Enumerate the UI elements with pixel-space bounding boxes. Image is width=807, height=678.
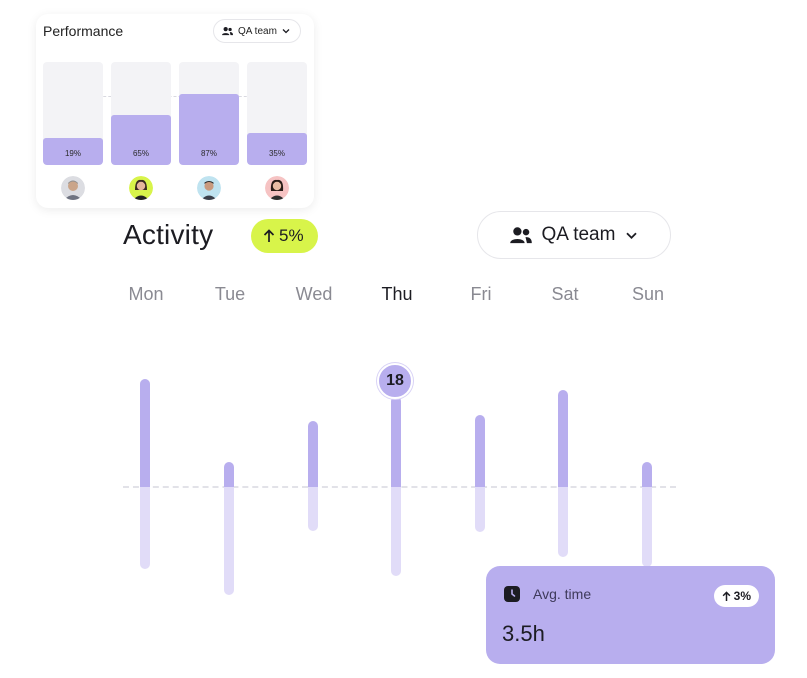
chevron-down-icon <box>626 232 638 239</box>
performance-bar-fill: 35% <box>247 133 307 165</box>
activity-bar-top[interactable] <box>558 390 568 487</box>
performance-bar-fill: 19% <box>43 138 103 165</box>
activity-bar-top[interactable] <box>224 462 234 487</box>
activity-bar-bottom[interactable] <box>642 487 652 567</box>
team-selector-large[interactable]: QA team <box>477 211 671 259</box>
performance-bar-fill: 65% <box>111 115 171 165</box>
performance-card: Performance QA team 19% 65% 87% 35% <box>36 14 314 208</box>
day-label[interactable]: Mon <box>128 284 164 304</box>
avatar[interactable] <box>129 176 153 200</box>
avatar[interactable] <box>265 176 289 200</box>
arrow-up-icon <box>722 590 731 601</box>
clock-icon <box>504 586 520 602</box>
performance-bar-label: 19% <box>64 149 81 158</box>
avg-time-card: Avg. time 3% 3.5h <box>486 566 775 664</box>
avg-time-value: 3.5h <box>502 621 545 646</box>
performance-bar: 35% <box>247 62 307 165</box>
team-selector-small[interactable]: QA team <box>213 19 301 43</box>
performance-bar-label: 87% <box>200 149 217 158</box>
performance-bar: 19% <box>43 62 103 165</box>
activity-bar-bottom[interactable] <box>308 487 318 531</box>
activity-bar-bottom[interactable] <box>475 487 485 532</box>
performance-bar: 65% <box>111 62 171 165</box>
day-label[interactable]: Wed <box>295 284 333 304</box>
team-selector-label: QA team <box>238 25 277 37</box>
avg-time-change-badge: 3% <box>713 585 759 607</box>
day-label[interactable]: Tue <box>214 284 246 304</box>
day-label[interactable]: Sun <box>631 284 665 304</box>
users-icon <box>222 27 233 36</box>
activity-bar-top[interactable] <box>475 415 485 487</box>
users-icon <box>509 227 532 244</box>
activity-bar-top[interactable] <box>308 421 318 487</box>
day-label-active[interactable]: Thu <box>381 284 413 304</box>
selected-value-marker[interactable]: 18 <box>377 363 413 399</box>
avg-time-change-value: 3% <box>733 589 751 603</box>
activity-change-badge: 5% <box>251 219 318 253</box>
activity-bar-bottom[interactable] <box>224 487 234 595</box>
performance-bar: 87% <box>179 62 239 165</box>
activity-title: Activity <box>123 219 214 250</box>
team-selector-label: QA team <box>541 224 616 245</box>
activity-bar-bottom[interactable] <box>140 487 150 569</box>
performance-title: Performance <box>43 23 124 39</box>
chevron-down-icon <box>282 29 290 34</box>
arrow-up-icon <box>263 229 275 242</box>
day-label[interactable]: Sat <box>551 284 579 304</box>
activity-bar-bottom[interactable] <box>558 487 568 557</box>
activity-change-value: 5% <box>279 226 304 245</box>
avatar[interactable] <box>61 176 85 200</box>
performance-bar-label: 35% <box>268 149 285 158</box>
activity-bar-bottom[interactable] <box>391 487 401 576</box>
performance-baseline <box>43 96 307 97</box>
activity-bar-top[interactable] <box>391 396 401 487</box>
activity-bar-top[interactable] <box>140 379 150 487</box>
activity-bar-top[interactable] <box>642 462 652 487</box>
avatar[interactable] <box>197 176 221 200</box>
performance-bar-label: 65% <box>132 149 149 158</box>
day-label[interactable]: Fri <box>470 284 492 304</box>
performance-bar-fill: 87% <box>179 94 239 165</box>
avg-time-label: Avg. time <box>533 586 592 602</box>
